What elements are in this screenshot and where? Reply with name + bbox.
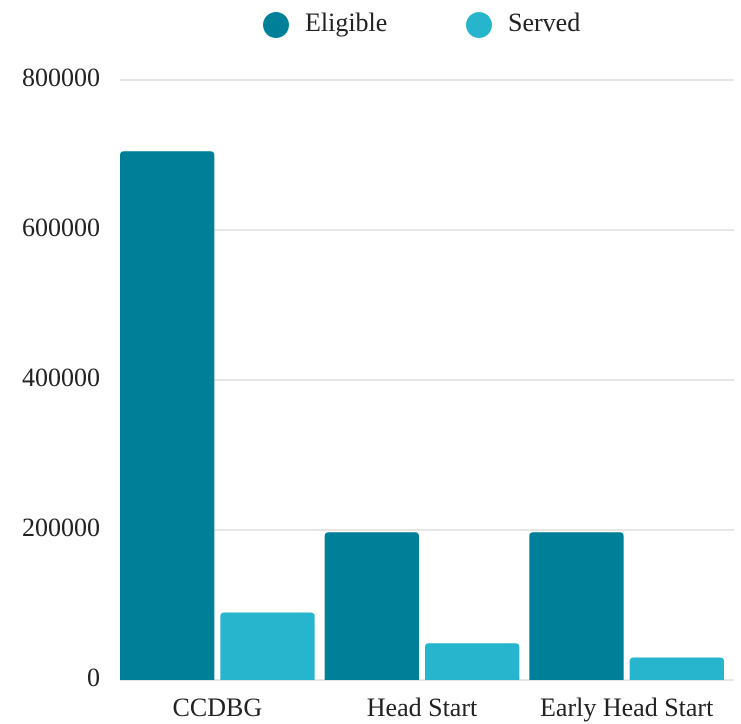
legend-swatch: [263, 12, 289, 38]
y-tick-label: 0: [87, 663, 100, 692]
y-tick-label: 400000: [22, 363, 100, 392]
y-tick-label: 800000: [22, 63, 100, 92]
bar: [529, 532, 624, 680]
legend-label: Eligible: [305, 8, 387, 37]
bar: [425, 643, 520, 680]
x-tick-label: CCDBG: [173, 693, 263, 722]
legend-label: Served: [508, 8, 580, 37]
bar: [629, 657, 724, 680]
x-tick-label: Early Head Start: [540, 693, 714, 722]
y-tick-label: 200000: [22, 513, 100, 542]
y-tick-label: 600000: [22, 213, 100, 242]
x-tick-label: Head Start: [367, 693, 478, 722]
bar: [220, 612, 315, 680]
legend-swatch: [466, 12, 492, 38]
bar: [120, 151, 215, 680]
bar: [324, 532, 419, 680]
